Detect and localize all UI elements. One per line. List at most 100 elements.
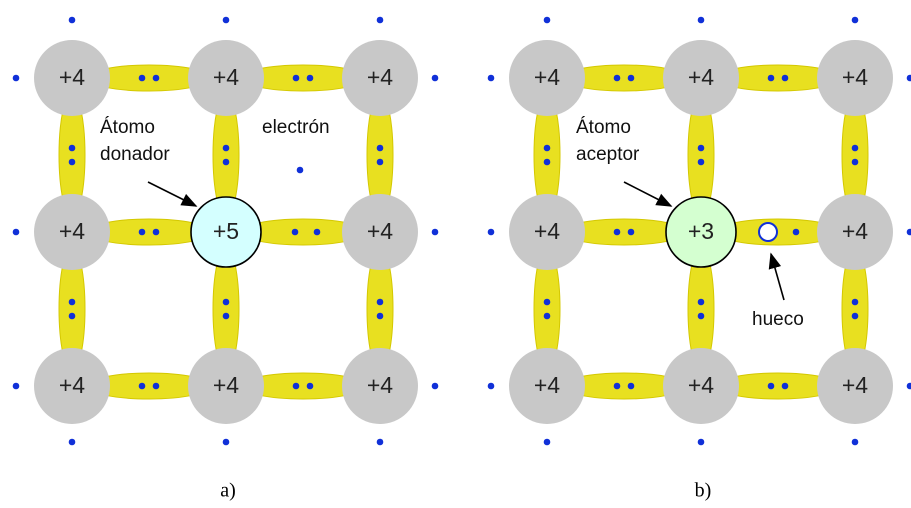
electron	[544, 313, 551, 320]
electron	[698, 145, 705, 152]
electron	[377, 313, 384, 320]
electron	[544, 159, 551, 166]
atom-label: +3	[688, 218, 714, 244]
atom-label: +4	[367, 372, 393, 398]
electron	[852, 313, 859, 320]
electron	[852, 299, 859, 306]
electron	[223, 299, 230, 306]
atom-label: +4	[367, 64, 393, 90]
electron	[377, 159, 384, 166]
caption: b)	[695, 480, 712, 502]
electron	[488, 75, 495, 82]
atom-label: +4	[534, 372, 560, 398]
impurity-label: aceptor	[576, 144, 640, 165]
atom-label: +4	[842, 218, 868, 244]
electron	[223, 17, 230, 24]
electron	[223, 145, 230, 152]
electron	[852, 17, 859, 24]
arrow	[148, 182, 196, 206]
hole-label: hueco	[752, 309, 804, 330]
electron	[13, 75, 20, 82]
electron	[698, 17, 705, 24]
electron	[628, 75, 635, 82]
electron	[614, 383, 621, 390]
electron	[297, 167, 304, 174]
electron	[907, 383, 911, 390]
electron	[432, 229, 439, 236]
atom-label: +5	[213, 218, 239, 244]
electron	[907, 229, 911, 236]
electron	[793, 229, 800, 236]
electron	[223, 159, 230, 166]
electron	[314, 229, 321, 236]
electron	[852, 159, 859, 166]
caption: a)	[220, 480, 236, 502]
atom-label: +4	[842, 64, 868, 90]
electron	[223, 313, 230, 320]
electron	[13, 229, 20, 236]
electron	[782, 383, 789, 390]
electron	[377, 17, 384, 24]
electron	[377, 145, 384, 152]
electron	[69, 145, 76, 152]
electron-label: electrón	[262, 117, 330, 138]
electron	[13, 383, 20, 390]
electron	[377, 299, 384, 306]
electron	[782, 75, 789, 82]
atom-label: +4	[688, 372, 714, 398]
electron	[698, 299, 705, 306]
diagram: +4+4+4+4+5+4+4+4+4+4+4+4+4+3+4+4+4+4 Áto…	[0, 0, 911, 508]
electron	[488, 229, 495, 236]
electron	[628, 383, 635, 390]
atom-label: +4	[213, 372, 239, 398]
atom-label: +4	[213, 64, 239, 90]
atom-label: +4	[59, 218, 85, 244]
electron	[432, 75, 439, 82]
arrow	[771, 254, 784, 300]
electron	[544, 299, 551, 306]
electron	[293, 383, 300, 390]
electron	[69, 313, 76, 320]
electron	[153, 383, 160, 390]
electron	[153, 229, 160, 236]
atom-label: +4	[842, 372, 868, 398]
atom-label: +4	[59, 372, 85, 398]
electron	[139, 229, 146, 236]
electron	[698, 313, 705, 320]
atom-label: +4	[367, 218, 393, 244]
electron	[69, 159, 76, 166]
electron	[292, 229, 299, 236]
electron	[377, 439, 384, 446]
atom-label: +4	[534, 218, 560, 244]
hole	[759, 223, 777, 241]
electron	[293, 75, 300, 82]
electron	[907, 75, 911, 82]
electron	[852, 439, 859, 446]
electron	[768, 383, 775, 390]
electron	[307, 383, 314, 390]
impurity-label: Átomo	[100, 117, 155, 138]
electron	[698, 439, 705, 446]
electron	[488, 383, 495, 390]
impurity-label: donador	[100, 144, 170, 165]
electron	[698, 159, 705, 166]
atom-label: +4	[688, 64, 714, 90]
electron	[544, 439, 551, 446]
electron	[852, 145, 859, 152]
electron	[432, 383, 439, 390]
electron	[139, 75, 146, 82]
electron	[544, 17, 551, 24]
electron	[153, 75, 160, 82]
electron	[139, 383, 146, 390]
electron	[544, 145, 551, 152]
electron	[69, 439, 76, 446]
electron	[69, 17, 76, 24]
arrow	[624, 182, 671, 206]
electron	[307, 75, 314, 82]
electron	[223, 439, 230, 446]
atom-label: +4	[59, 64, 85, 90]
electron	[69, 299, 76, 306]
electron	[614, 229, 621, 236]
electron	[628, 229, 635, 236]
electron	[768, 75, 775, 82]
